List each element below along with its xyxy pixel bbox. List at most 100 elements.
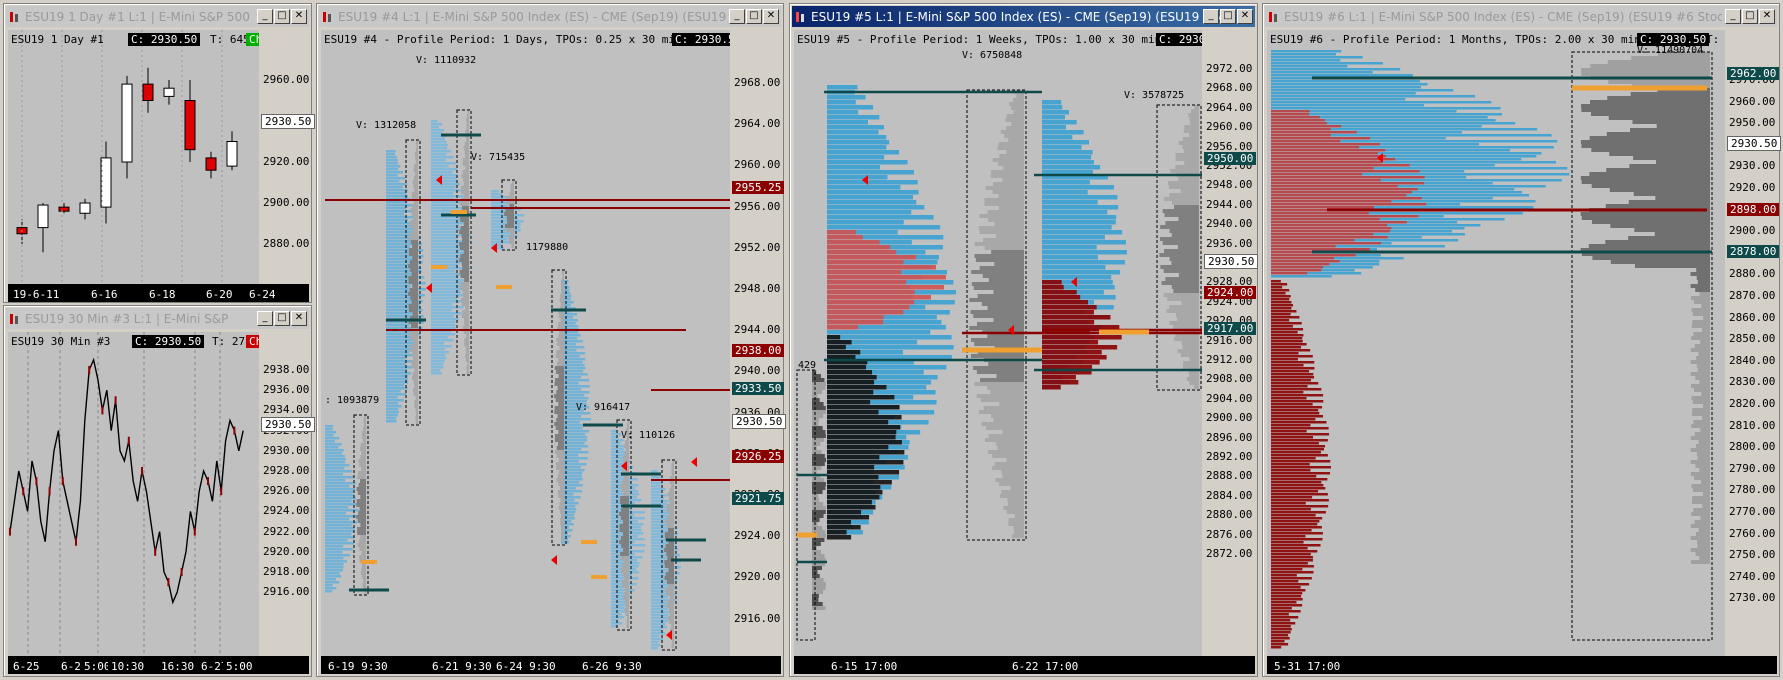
minimize-button[interactable]: _	[257, 311, 273, 326]
title-bar[interactable]: ESU19 #4 L:1 | E-Mini S&P 500 Index (ES)…	[319, 6, 781, 27]
tpo-row	[561, 307, 576, 310]
minimize-button[interactable]: _	[257, 9, 273, 24]
volume-bar	[412, 372, 418, 376]
volume-bar	[812, 386, 826, 390]
close-button[interactable]: ✕	[1759, 9, 1775, 24]
volume-bar	[1691, 336, 1710, 340]
window-weekly-profile[interactable]: ESU19 #5 L:1 | E-Mini S&P 500 Index (ES)…	[789, 3, 1313, 677]
tpo-row	[1271, 176, 1425, 179]
tpo-row	[1271, 538, 1323, 541]
tpo-row	[1271, 613, 1289, 616]
window-monthly-profile[interactable]: ESU19 #6 L:1 | E-Mini S&P 500 Index (ES)…	[1262, 3, 1782, 677]
close-button[interactable]: ✕	[763, 9, 779, 24]
tpo-row	[611, 625, 619, 628]
tpo-row	[491, 205, 509, 208]
tpo-row	[1271, 394, 1324, 397]
title-bar[interactable]: ESU19 1 Day #1 L:1 | E-Mini S&P 500 _ □ ✕	[6, 6, 309, 27]
volume-bar	[463, 294, 469, 298]
title-bar[interactable]: ESU19 #5 L:1 | E-Mini S&P 500 Index (ES)…	[792, 6, 1255, 27]
window-30min-chart[interactable]: ESU19 30 Min #3 L:1 | E-Mini S&P _ □ ✕ ESU…	[3, 305, 367, 677]
window-daily-chart[interactable]: ESU19 1 Day #1 L:1 | E-Mini S&P 500 _ □ ✕ …	[3, 3, 367, 303]
tpo-row	[1271, 122, 1328, 125]
volume-bar	[671, 484, 674, 488]
volume-bar	[665, 572, 674, 576]
tpo-row	[1042, 295, 1081, 300]
volume-bar	[973, 286, 1024, 290]
volume-bar	[812, 466, 822, 470]
tpo-row	[1271, 340, 1303, 343]
tpo-row	[1042, 170, 1093, 175]
volume-bar	[991, 170, 1024, 174]
tpo-row	[561, 505, 576, 508]
maximize-button[interactable]: □	[1220, 9, 1236, 24]
tpo-row	[386, 354, 418, 357]
close-price-tag: C: 2930.50	[128, 33, 201, 46]
tpo-row	[431, 330, 452, 333]
title-bar[interactable]: ESU19 #6 L:1 | E-Mini S&P 500 Index (ES)…	[1265, 6, 1777, 27]
candle-body	[226, 141, 238, 167]
volume-bar	[812, 590, 824, 594]
volume-bar	[1690, 284, 1710, 288]
tpo-row	[1042, 160, 1094, 165]
close-button[interactable]: ✕	[1237, 9, 1253, 24]
value-area-box	[1156, 104, 1202, 391]
tpo-row	[1042, 120, 1077, 125]
volume-bar	[363, 439, 366, 443]
tpo-row	[827, 170, 914, 175]
tpo-row	[431, 237, 458, 240]
tpo-row	[561, 448, 582, 451]
volume-bar	[625, 612, 629, 616]
window-daily-profile[interactable]: ESU19 #4 L:1 | E-Mini S&P 500 Index (ES)…	[316, 3, 839, 677]
minimize-button[interactable]: _	[729, 9, 745, 24]
maximize-button[interactable]: □	[746, 9, 762, 24]
title-bar[interactable]: ESU19 30 Min #3 L:1 | E-Mini S&P _ □ ✕	[6, 308, 309, 329]
arrow-marker	[491, 243, 497, 253]
maximize-button[interactable]: □	[274, 311, 290, 326]
volume-bar	[812, 438, 825, 442]
tpo-row	[827, 95, 866, 100]
tpo-row	[651, 575, 675, 578]
tpo-row	[1042, 350, 1102, 355]
volume-bar	[559, 346, 564, 350]
volume-bar	[992, 454, 1024, 458]
tpo-row	[561, 490, 582, 493]
volume-bar	[1189, 117, 1199, 121]
volume-bar	[1171, 201, 1199, 205]
tpo-row	[431, 225, 460, 228]
tpo-row	[491, 232, 515, 235]
volume-bar	[416, 144, 418, 148]
chart-plot-area[interactable]: ESU19 #5 - Profile Period: 1 Weeks, TPOs…	[794, 30, 1202, 656]
volume-bar	[812, 546, 817, 550]
chart-plot-area[interactable]: ESU19 1 Day #1 C: 2930.50 T: 64548 Ch	[8, 30, 259, 298]
x-tick-label: 5:00	[223, 660, 256, 673]
tpo-row	[561, 436, 588, 439]
tpo-row	[386, 273, 419, 276]
volume-bar	[1182, 137, 1199, 141]
tpo-row	[651, 503, 668, 506]
volume-bar	[812, 370, 817, 374]
tpo-row	[651, 509, 671, 512]
y-tick-label: 2810.00	[1729, 418, 1776, 432]
tpo-row	[1271, 448, 1324, 451]
tpo-row	[651, 539, 678, 542]
maximize-button[interactable]: □	[274, 9, 290, 24]
tpo-row	[1271, 185, 1546, 188]
volume-bar	[1634, 264, 1710, 268]
minimize-button[interactable]: _	[1203, 9, 1219, 24]
volume-bar	[1628, 236, 1710, 240]
chart-plot-area[interactable]: ESU19 #6 - Profile Period: 1 Months, TPO…	[1267, 30, 1725, 656]
volume-bar	[624, 576, 629, 580]
close-button[interactable]: ✕	[291, 311, 307, 326]
app-icon	[10, 313, 18, 324]
volume-bar	[1168, 185, 1199, 189]
tpo-row	[431, 249, 466, 252]
chart-plot-area[interactable]: ESU19 30 Min #3 C: 2930.50 T: 2731 Ch	[8, 332, 259, 670]
chart-plot-area[interactable]: ESU19 #4 - Profile Period: 1 Days, TPOs:…	[321, 30, 730, 656]
maximize-button[interactable]: □	[1742, 9, 1758, 24]
volume-bar	[1690, 436, 1710, 440]
close-button[interactable]: ✕	[291, 9, 307, 24]
minimize-button[interactable]: _	[1725, 9, 1741, 24]
volume-bar	[625, 448, 629, 452]
volume-bar	[410, 220, 418, 224]
tpo-row	[827, 105, 874, 110]
